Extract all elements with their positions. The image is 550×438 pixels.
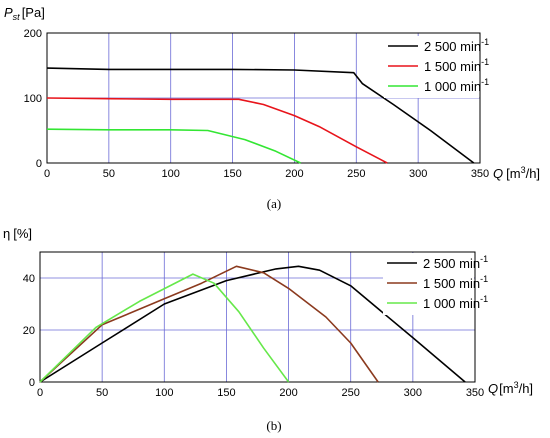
caption-a: (a): [267, 196, 281, 211]
efficiency-series-line-2: [39, 265, 379, 383]
pressure-chart: 0 50 100 150 200 250 300 350 0 100 200 Pst [Pa] Q [m…: [4, 5, 540, 211]
efficiency-chart-series: [39, 265, 466, 383]
pressure-y-tick-200: 200: [24, 28, 42, 40]
efficiency-x-tick-200: 200: [279, 387, 297, 399]
efficiency-legend-label-3: 1 000 min-1: [423, 294, 488, 311]
pressure-x-tick-200: 200: [285, 168, 303, 180]
pressure-x-tick-150: 150: [223, 168, 241, 180]
pressure-y-axis-label: Pst [Pa]: [4, 5, 45, 22]
pressure-series-line-1: [46, 67, 475, 164]
efficiency-chart-legend: 2 500 min-1 1 500 min-1 1 000 min-1: [383, 253, 488, 315]
efficiency-y-tick-40: 40: [23, 273, 35, 285]
pressure-series-line-2: [46, 97, 388, 164]
caption-b: (b): [266, 418, 281, 433]
pressure-x-tick-50: 50: [103, 168, 115, 180]
pressure-y-tick-100: 100: [24, 93, 42, 105]
pressure-chart-series: [46, 67, 475, 164]
efficiency-x-tick-350: 350: [466, 387, 484, 399]
pressure-x-tick-0: 0: [44, 168, 50, 180]
pressure-legend-label-1: 2 500 min-1: [424, 37, 489, 54]
efficiency-x-tick-100: 100: [155, 387, 173, 399]
efficiency-x-tick-250: 250: [342, 387, 360, 399]
pressure-legend-label-3: 1 000 min-1: [424, 77, 489, 94]
pressure-y-tick-0: 0: [36, 158, 42, 170]
efficiency-y-tick-0: 0: [29, 377, 35, 389]
pressure-x-tick-100: 100: [162, 168, 180, 180]
efficiency-y-tick-20: 20: [23, 325, 35, 337]
pressure-series-line-3: [46, 128, 301, 164]
efficiency-x-tick-0: 0: [37, 387, 43, 399]
efficiency-x-tick-300: 300: [404, 387, 422, 399]
pressure-x-tick-300: 300: [409, 168, 427, 180]
pressure-x-tick-350: 350: [471, 168, 489, 180]
efficiency-y-axis-label: η [%]: [3, 226, 32, 241]
pressure-x-tick-250: 250: [347, 168, 365, 180]
efficiency-series-line-1: [39, 265, 466, 383]
efficiency-chart-frame: [39, 251, 476, 383]
efficiency-series-line-3: [39, 273, 290, 383]
pressure-x-axis-label: Q [m3/h]: [493, 165, 540, 181]
pressure-chart-ticks: 0 50 100 150 200 250 300 350 0 100 200: [24, 28, 490, 180]
efficiency-legend-label-2: 1 500 min-1: [423, 274, 488, 291]
efficiency-x-tick-50: 50: [96, 387, 108, 399]
efficiency-x-tick-150: 150: [217, 387, 235, 399]
efficiency-legend-label-1: 2 500 min-1: [423, 254, 488, 271]
efficiency-chart-ticks: 0 50 100 150 200 250 300 350 0 20 40: [23, 273, 484, 399]
pressure-chart-legend: 2 500 min-1 1 500 min-1 1 000 min-1: [384, 36, 489, 98]
pressure-legend-label-2: 1 500 min-1: [424, 57, 489, 74]
efficiency-x-axis-label: Q[m3/h]: [488, 380, 533, 396]
